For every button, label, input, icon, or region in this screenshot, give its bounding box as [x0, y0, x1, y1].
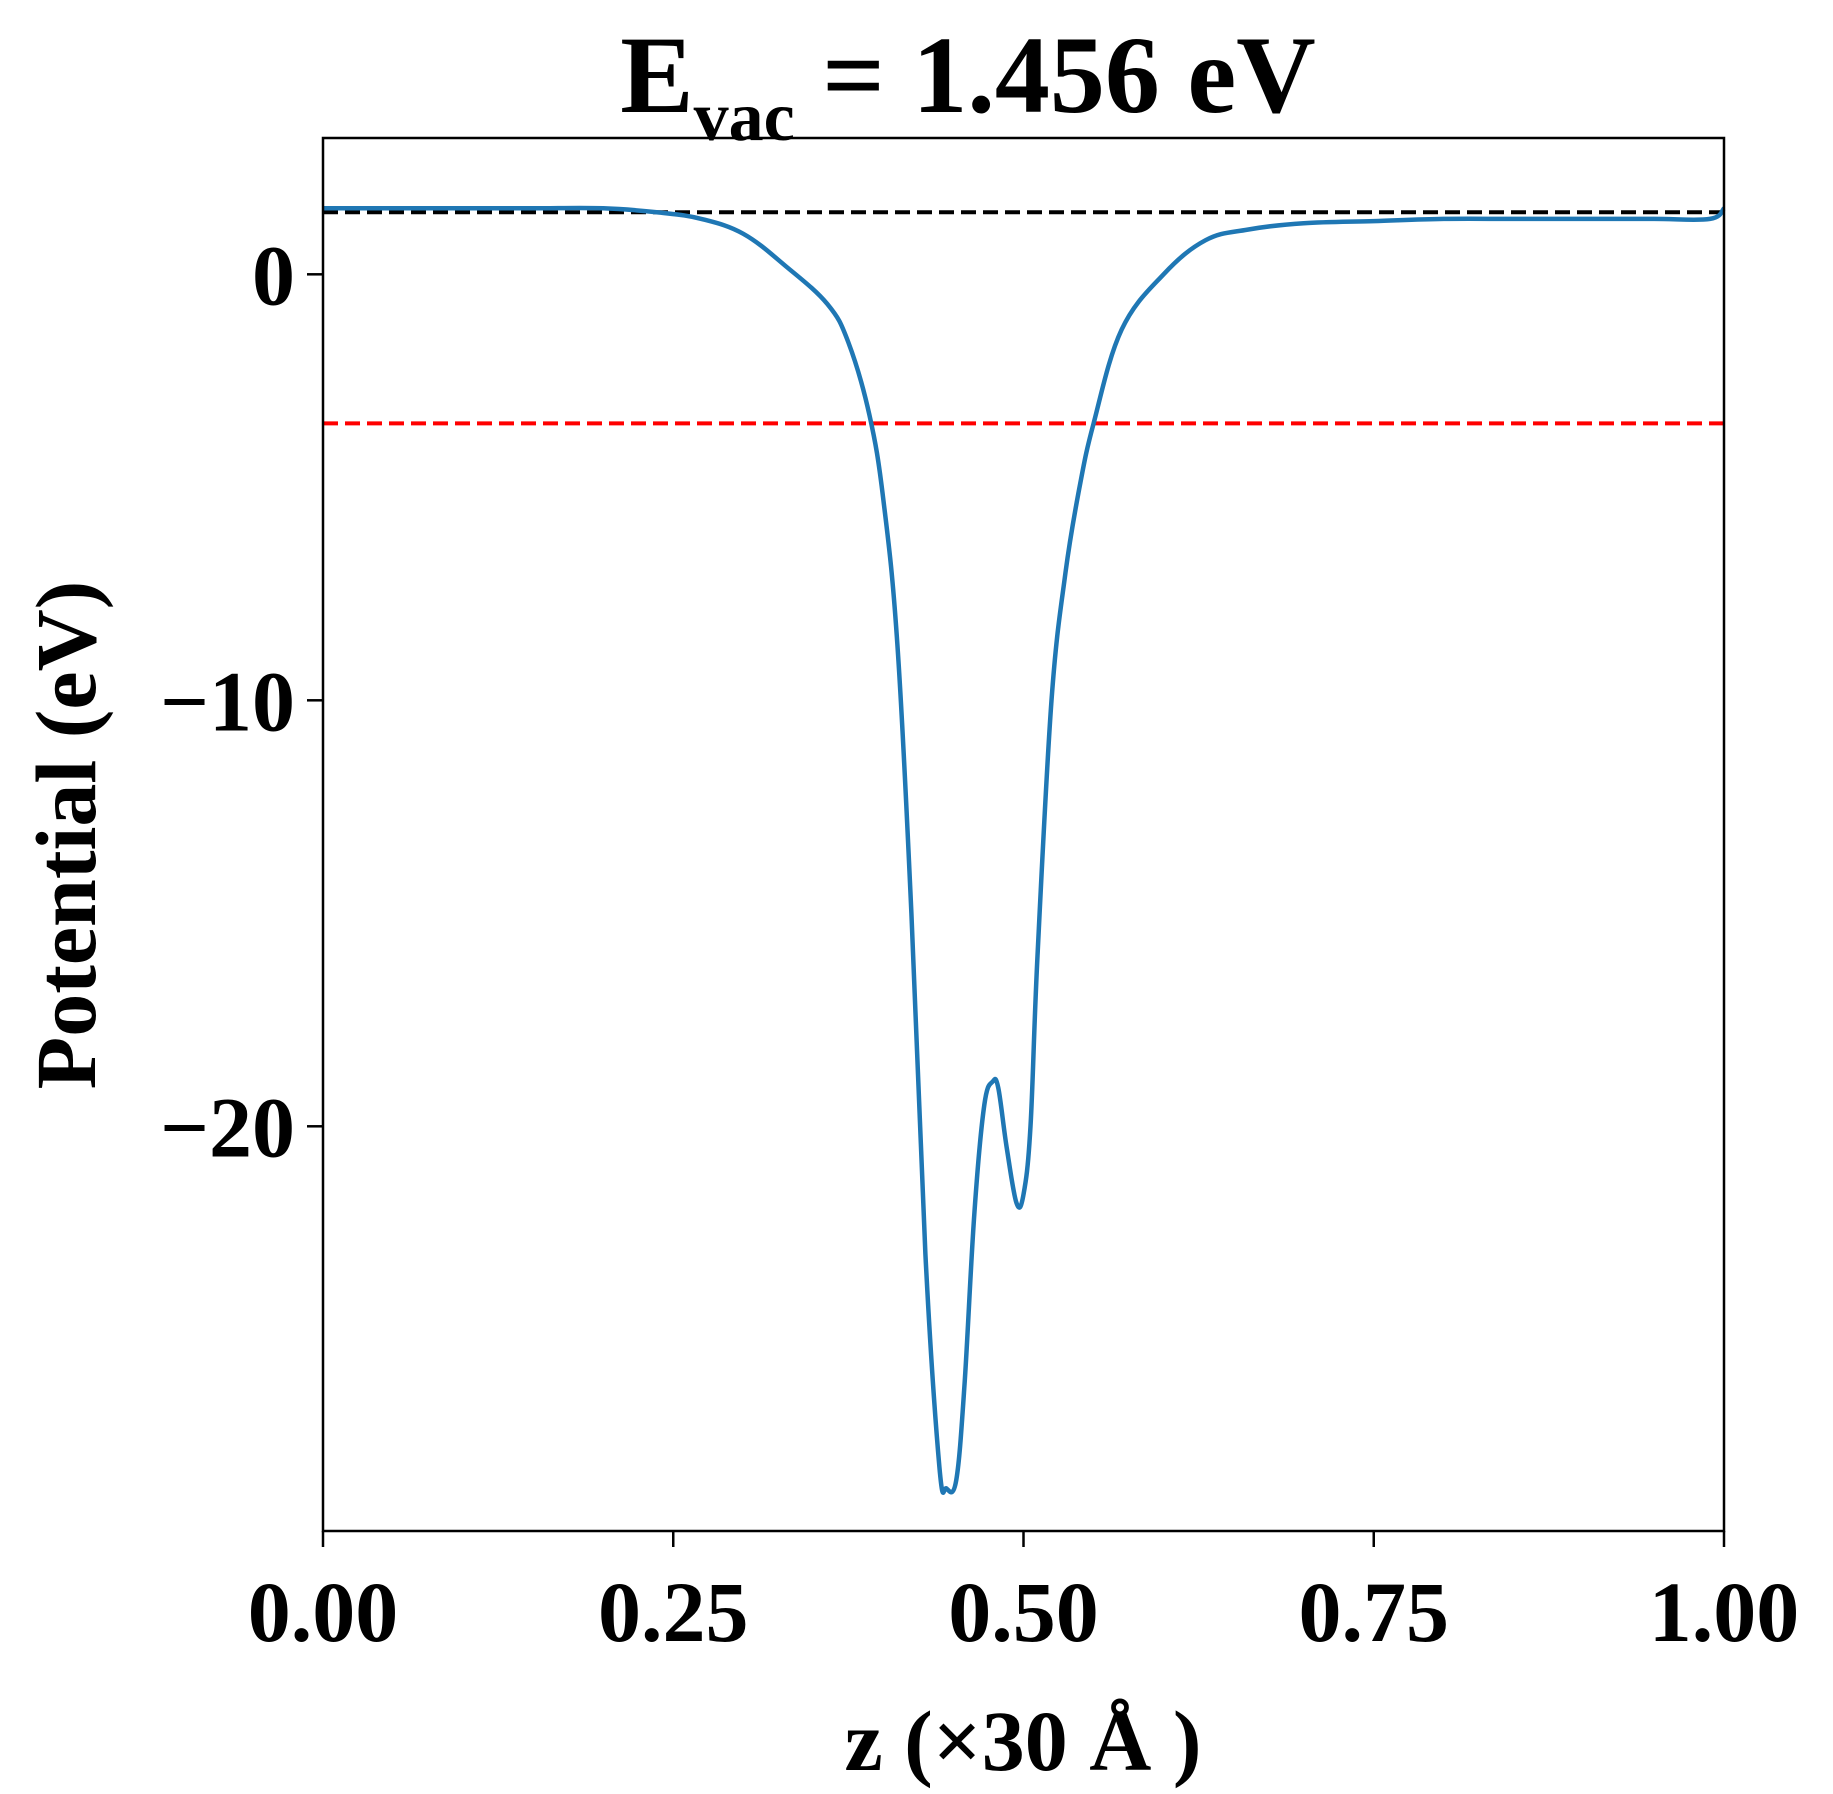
- x-tick-label: 1.00: [1649, 1564, 1800, 1660]
- x-tick-label: 0.00: [248, 1564, 399, 1660]
- chart-title: Evac = 1.456 eV: [620, 14, 1315, 156]
- x-axis-label: z (×30 Å ): [844, 1693, 1201, 1789]
- plot-area: 0.00 0.25 0.50 0.75 1.00 0 −10 −20: [160, 205, 1800, 1660]
- y-tick-label: 0: [252, 227, 295, 323]
- series-line-0: [323, 205, 1726, 1495]
- y-tick-label: −20: [160, 1079, 295, 1175]
- y-tick-label: −10: [160, 653, 295, 749]
- x-tick-label: 0.50: [948, 1564, 1099, 1660]
- axes-frame: [321, 136, 1726, 1533]
- y-axis-label: Potential (eV): [18, 581, 114, 1090]
- x-tick-label: 0.75: [1299, 1564, 1450, 1660]
- x-tick-label: 0.25: [598, 1564, 749, 1660]
